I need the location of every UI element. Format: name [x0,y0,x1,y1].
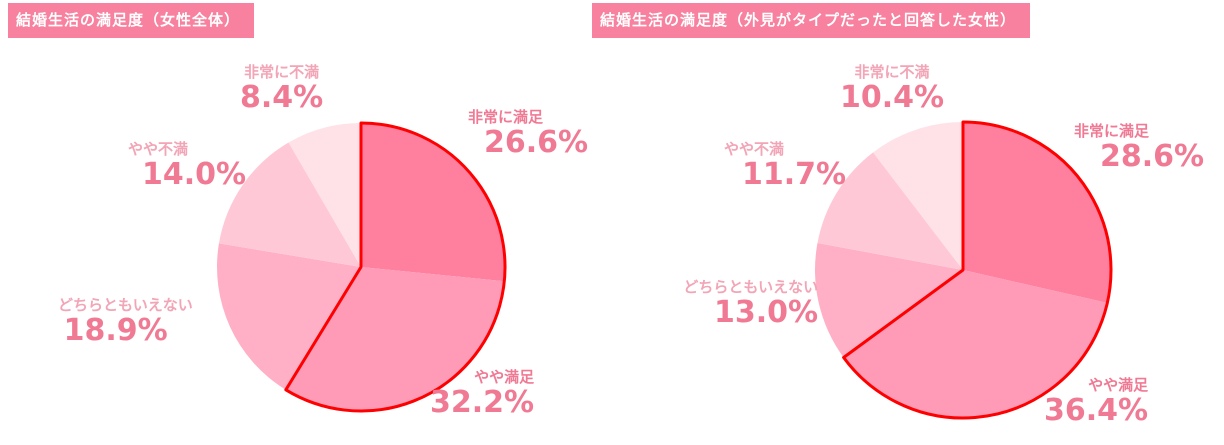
slice-label-2-4: 非常に不満 10.4% [840,63,945,115]
slice-label-1-2: どちらともいえない 18.9% [58,296,193,348]
chart-title-1: 結婚生活の満足度（女性全体） [8,3,255,38]
pie-slice-1-0 [361,123,506,282]
highlight-outline-2 [842,120,1113,420]
pie-slice-2-1 [843,270,1108,419]
pie-slice-1-3 [218,142,361,267]
slice-label-1-1: やや満足 32.2% [430,368,535,420]
pie-slice-2-3 [817,152,963,270]
pie-slice-1-2 [217,243,361,390]
slice-label-1-4: 非常に不満 8.4% [240,63,324,115]
slice-label-1-0: 非常に満足 26.6% [468,108,589,160]
chart-title-2: 結婚生活の満足度（外見がタイプだったと回答した女性） [592,3,1031,38]
chart-panel-2: 結婚生活の満足度（外見がタイプだったと回答した女性） 非常に満足 28.6% や… [592,0,1224,445]
pie-slice-2-0 [963,122,1111,303]
pie-chart-2 [815,120,1113,420]
pie-slice-2-4 [873,122,963,270]
chart-panel-1: 結婚生活の満足度（女性全体） 非常に満足 26.6% やや満足 32.2% どち… [8,3,589,420]
slice-label-2-0: 非常に満足 28.6% [1074,122,1205,174]
slice-label-2-1: やや満足 36.4% [1044,376,1149,428]
slice-label-2-3: やや不満 11.7% [724,140,847,192]
pie-chart-1 [217,121,507,413]
pie-slice-2-2 [815,242,963,358]
slice-label-2-2: どちらともいえない 13.0% [683,278,819,330]
highlight-outline-1 [284,121,507,413]
slice-label-1-3: やや不満 14.0% [128,140,247,192]
pie-slice-1-4 [288,123,361,267]
